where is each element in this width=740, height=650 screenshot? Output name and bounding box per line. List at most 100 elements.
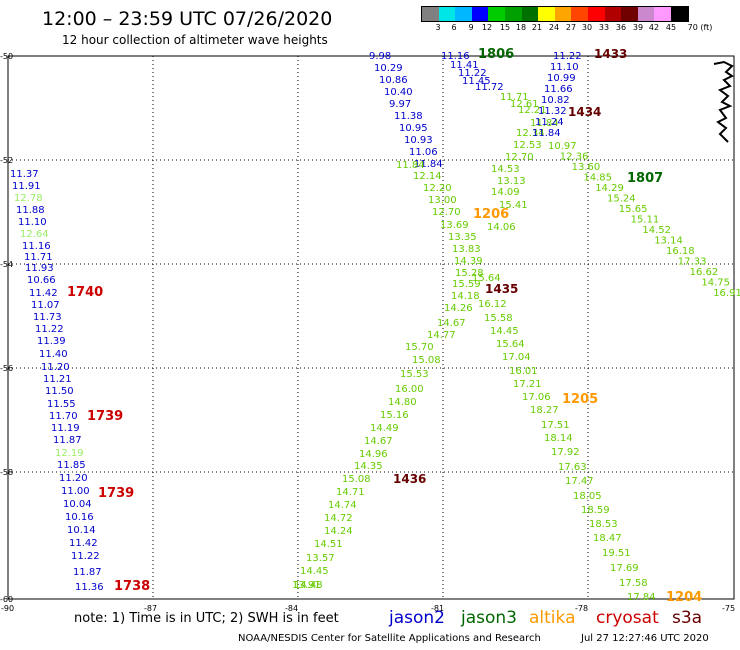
wave-value: 12.21 <box>518 105 547 116</box>
wave-value: 15.11 <box>631 215 660 226</box>
x-tick-label: -87 <box>144 604 157 613</box>
wave-value: 12.70 <box>505 152 534 163</box>
y-tick-label: -52 <box>0 156 13 165</box>
wave-value: 12.70 <box>432 207 461 218</box>
wave-value: 14.96 <box>359 449 388 460</box>
pass-time-label: 1738 <box>114 579 150 594</box>
color-scale-bar <box>421 6 689 22</box>
wave-value: 15.24 <box>607 194 636 205</box>
x-tick-label: -90 <box>1 604 14 613</box>
color-swatch <box>422 7 439 21</box>
color-swatch <box>621 7 638 21</box>
wave-value: 11.21 <box>43 374 72 385</box>
wave-value: 15.16 <box>380 410 409 421</box>
wave-value: 11.72 <box>475 82 504 93</box>
pass-time-label: 1206 <box>473 207 509 222</box>
wave-value: 10.04 <box>63 499 92 510</box>
wave-value: 13.60 <box>572 162 601 173</box>
color-swatch <box>654 7 671 21</box>
color-tick-label: 45 <box>665 23 677 32</box>
wave-value: 11.39 <box>37 336 66 347</box>
y-tick-label: -50 <box>0 52 13 61</box>
y-tick-label: -54 <box>0 260 13 269</box>
wave-value: 18.05 <box>573 491 602 502</box>
wave-value: 16.01 <box>509 366 538 377</box>
color-tick-label: 70 (ft) <box>687 23 713 32</box>
wave-value: 17.69 <box>610 563 639 574</box>
color-swatch <box>670 7 688 21</box>
wave-value: 18.59 <box>581 505 610 516</box>
wave-value: 16.62 <box>690 267 719 278</box>
wave-value: 16.18 <box>666 246 695 257</box>
color-scale-ticks: 3 6 9 12 15 18 21 24 27 30 33 36 39 42 45 70 (ft) <box>421 23 740 35</box>
wave-value: 10.82 <box>541 95 570 106</box>
color-tick-label: 36 <box>615 23 627 32</box>
color-swatch <box>571 7 588 21</box>
wave-value: 10.99 <box>547 73 576 84</box>
wave-value: 10.16 <box>65 512 94 523</box>
wave-value: 12.61 <box>510 99 539 110</box>
wave-value: 11.22 <box>71 551 100 562</box>
wave-value: 17.06 <box>522 392 551 403</box>
wave-value: 14.51 <box>314 539 343 550</box>
wave-value: 10.93 <box>404 135 433 146</box>
wave-value: 10.66 <box>27 275 56 286</box>
wave-value: 14.29 <box>595 183 624 194</box>
wave-value: 11.07 <box>31 300 60 311</box>
wave-value: 14.26 <box>444 303 473 314</box>
wave-value: 11.20 <box>41 362 70 373</box>
wave-value: 13.57 <box>306 553 335 564</box>
wave-value: 15.65 <box>619 204 648 215</box>
wave-value: 18.53 <box>589 519 618 530</box>
color-tick-label: 39 <box>632 23 644 32</box>
wave-value: 13.35 <box>448 232 477 243</box>
wave-value: 11.84 <box>530 118 559 129</box>
wave-value: 11.16 <box>22 241 51 252</box>
wave-value: 12.34 <box>516 128 545 139</box>
wave-value: 11.71 <box>24 252 53 263</box>
wave-value: 14.45 <box>490 326 519 337</box>
wave-value: 15.70 <box>405 342 434 353</box>
wave-value: 9.97 <box>389 99 411 110</box>
wave-value: 14.09 <box>491 187 520 198</box>
wave-value: 14.67 <box>364 436 393 447</box>
wave-value: 11.87 <box>53 435 82 446</box>
wave-value: 11.84 <box>414 159 443 170</box>
wave-value: 14.75 <box>701 278 730 289</box>
wave-value: 11.24 <box>535 117 564 128</box>
legend-altika: altika <box>529 608 576 628</box>
color-tick-label: 21 <box>531 23 543 32</box>
color-swatch <box>554 7 572 21</box>
wave-value: 14.80 <box>388 397 417 408</box>
wave-value: 17.58 <box>619 578 648 589</box>
pass-time-label: 1205 <box>562 392 598 407</box>
wave-value: 15.08 <box>412 355 441 366</box>
wave-value: 11.84 <box>532 128 561 139</box>
wave-value: 14.39 <box>454 256 483 267</box>
wave-value: 17.33 <box>678 257 707 268</box>
wave-value: 15.59 <box>452 279 481 290</box>
x-tick-label: -75 <box>722 604 735 613</box>
color-swatch <box>637 7 655 21</box>
wave-value: 11.38 <box>394 111 423 122</box>
wave-value: 13.91 <box>292 580 321 591</box>
wave-value: 10.97 <box>548 141 577 152</box>
wave-value: 11.10 <box>550 62 579 73</box>
legend-jason3: jason3 <box>461 608 517 628</box>
wave-value: 10.14 <box>67 525 96 536</box>
wave-value: 15.28 <box>455 268 484 279</box>
wave-value: 18.14 <box>544 433 573 444</box>
wave-value: 11.73 <box>33 312 62 323</box>
color-swatch <box>455 7 472 21</box>
wave-value: 13.00 <box>428 195 457 206</box>
wave-value: 11.37 <box>10 169 39 180</box>
wave-value: 12.36 <box>560 152 589 163</box>
wave-value: 11.45 <box>462 76 491 87</box>
wave-value: 11.19 <box>51 423 80 434</box>
units-note: note: 1) Time is in UTC; 2) SWH is in fe… <box>74 611 339 626</box>
x-tick-label: -84 <box>285 604 298 613</box>
wave-value: 11.42 <box>69 538 98 549</box>
pass-time-label: 1740 <box>67 285 103 300</box>
legend-cryosat: cryosat <box>596 608 659 628</box>
x-tick-label: -78 <box>575 604 588 613</box>
